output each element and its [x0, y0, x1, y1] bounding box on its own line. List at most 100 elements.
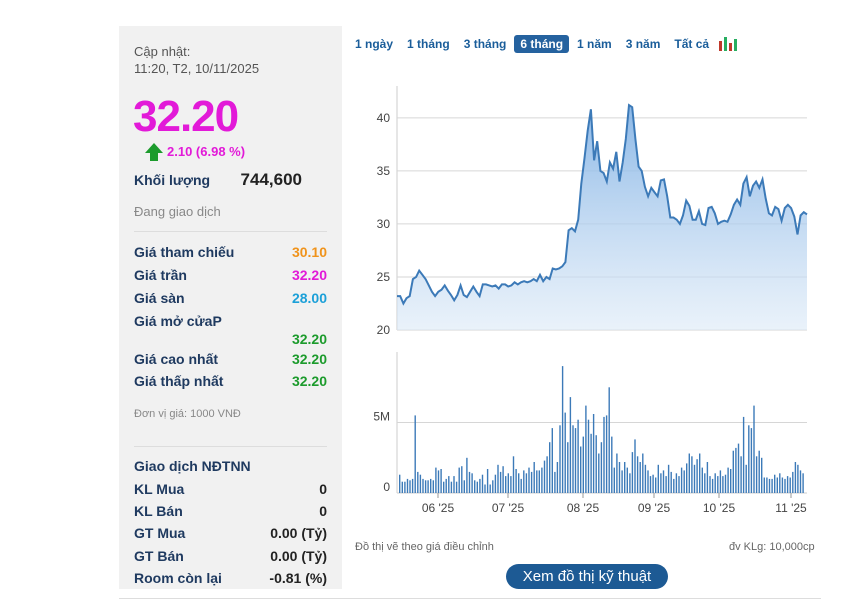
volume-bar — [714, 473, 716, 493]
tab-period[interactable]: 1 năm — [577, 37, 612, 51]
volume-bar — [618, 462, 621, 493]
volume-bar — [445, 478, 447, 493]
price-row-value: 32.20 — [291, 351, 327, 367]
update-time: 11:20, T2, 10/11/2025 — [134, 61, 260, 76]
up-arrow-icon — [145, 143, 163, 161]
volume-bar — [699, 453, 701, 493]
volume-bar — [399, 474, 401, 493]
volume-bar — [665, 476, 667, 493]
volume-bar — [476, 481, 478, 493]
volume-bar — [761, 457, 763, 494]
current-price: 32.20 — [133, 92, 239, 141]
volume-bar — [732, 450, 734, 493]
foreign-row-value: 0 — [319, 503, 327, 519]
volume-bar — [592, 414, 595, 493]
volume-bar — [585, 405, 587, 493]
price-row: Giá thấp nhất 32.20 — [134, 373, 327, 389]
foreign-row-label: Room còn lại — [134, 570, 222, 586]
foreign-row: KL Mua 0 — [134, 481, 327, 497]
volume-bar — [673, 478, 675, 493]
volume-bar — [538, 470, 540, 493]
volume-bar — [766, 477, 768, 493]
tab-period[interactable]: 1 tháng — [407, 37, 450, 51]
volume-bar — [561, 366, 564, 493]
y-tick-label: 0 — [383, 480, 390, 494]
volume-bar — [657, 464, 659, 493]
volume-bar — [559, 425, 561, 493]
volume-bar — [404, 481, 406, 493]
volume-bar — [510, 476, 512, 493]
volume-bar — [662, 470, 665, 493]
volume-bar — [432, 480, 434, 493]
volume-bar — [631, 452, 634, 493]
volume-bar — [621, 470, 623, 493]
volume-bar — [468, 471, 471, 493]
price-row: Giá mở cửaP 32.20 — [134, 313, 327, 347]
volume-bar — [497, 464, 499, 493]
update-info: Cập nhật: 11:20, T2, 10/11/2025 — [134, 43, 259, 77]
technical-chart-button[interactable]: Xem đồ thị kỹ thuật — [506, 564, 668, 589]
volume-bar — [492, 480, 494, 493]
tab-period[interactable]: 6 tháng — [514, 35, 570, 53]
volume-bar — [771, 478, 773, 493]
volume-bar — [660, 473, 662, 493]
tab-period[interactable]: 1 ngày — [355, 37, 394, 51]
volume-bar — [701, 467, 703, 493]
candlestick-icon[interactable] — [719, 35, 738, 51]
price-row-value: 28.00 — [291, 290, 327, 306]
price-row-label: Giá tham chiếu — [134, 244, 235, 260]
volume-bar — [587, 419, 590, 493]
volume-bar — [541, 467, 543, 493]
volume-bar — [792, 471, 794, 493]
foreign-row: KL Bán 0 — [134, 503, 327, 519]
y-tick-label: 25 — [377, 270, 391, 284]
volume-bar — [774, 474, 776, 493]
volume-bar — [450, 481, 453, 493]
volume-bar — [600, 442, 603, 493]
volume-bar — [758, 450, 760, 493]
volume-bar — [595, 435, 597, 493]
volume-bar — [409, 480, 411, 493]
foreign-row: Room còn lại -0.81 (%) — [134, 570, 327, 586]
volume-bar — [590, 433, 592, 493]
volume-bar — [678, 476, 680, 493]
price-row: Giá trần 32.20 — [134, 267, 327, 283]
price-row-value: 32.20 — [291, 373, 327, 389]
volume-bar — [611, 436, 613, 493]
volume-bar — [626, 467, 628, 493]
volume-bar — [422, 478, 424, 493]
volume-bar — [567, 442, 569, 493]
volume-bar — [523, 470, 525, 493]
volume-bar — [768, 478, 771, 493]
tab-period[interactable]: Tất cả — [674, 37, 710, 51]
volume-bar — [461, 466, 463, 493]
tab-period[interactable]: 3 năm — [625, 37, 661, 51]
foreign-row-value: 0 — [319, 481, 327, 497]
volume-bar — [786, 476, 789, 493]
price-row-label: Giá mở cửaP — [134, 313, 222, 329]
volume-bar — [649, 476, 652, 493]
foreign-row-label: GT Bán — [134, 548, 184, 564]
volume-bar — [406, 478, 409, 493]
foreign-row-value: 0.00 (Tỷ) — [270, 548, 327, 564]
volume-bar — [670, 471, 672, 493]
x-tick-label: 11 '25 — [775, 501, 807, 515]
volume-bar — [727, 467, 729, 493]
volume-bar — [507, 473, 509, 493]
volume-bar — [466, 457, 468, 494]
volume-bar — [569, 397, 572, 493]
volume-bar — [554, 471, 556, 493]
volume-bar — [717, 476, 719, 493]
volume-bar — [629, 473, 631, 493]
tab-period[interactable]: 3 tháng — [463, 37, 507, 51]
y-tick-label: 35 — [377, 164, 391, 178]
unit-note: Đơn vị giá: 1000 VNĐ — [134, 408, 241, 420]
volume-bar — [494, 474, 497, 493]
price-line — [397, 103, 808, 306]
volume-bar — [639, 462, 641, 493]
volume-bar — [706, 462, 709, 493]
volume-bar — [528, 467, 530, 493]
volume-bar — [502, 466, 504, 493]
volume-bar — [753, 405, 755, 493]
volume-bar — [797, 464, 799, 493]
